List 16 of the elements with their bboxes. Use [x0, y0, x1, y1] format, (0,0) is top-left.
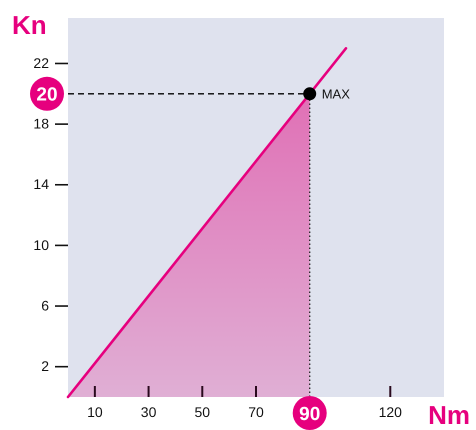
x-tick-label: 120	[378, 404, 402, 420]
ref-line-label: 90	[299, 404, 320, 425]
y-tick-label: 10	[33, 236, 50, 253]
y-tick-label: 2	[41, 358, 50, 374]
annotation: MAX	[322, 86, 350, 102]
y-tick-label: 14	[33, 176, 50, 192]
y-tick-label: 6	[41, 298, 50, 314]
x-tick-label: 70	[248, 404, 264, 420]
x-tick-label: 10	[87, 404, 103, 420]
y-tick-label: 22	[33, 54, 50, 71]
x-axis-title: Nm	[428, 400, 470, 430]
x-tick-label: 50	[194, 404, 210, 420]
y-tick-label: 18	[33, 116, 50, 132]
ref-line-label: 20	[36, 84, 58, 106]
x-tick-label: 30	[140, 404, 157, 420]
y-axis-title: Kn	[12, 10, 47, 40]
